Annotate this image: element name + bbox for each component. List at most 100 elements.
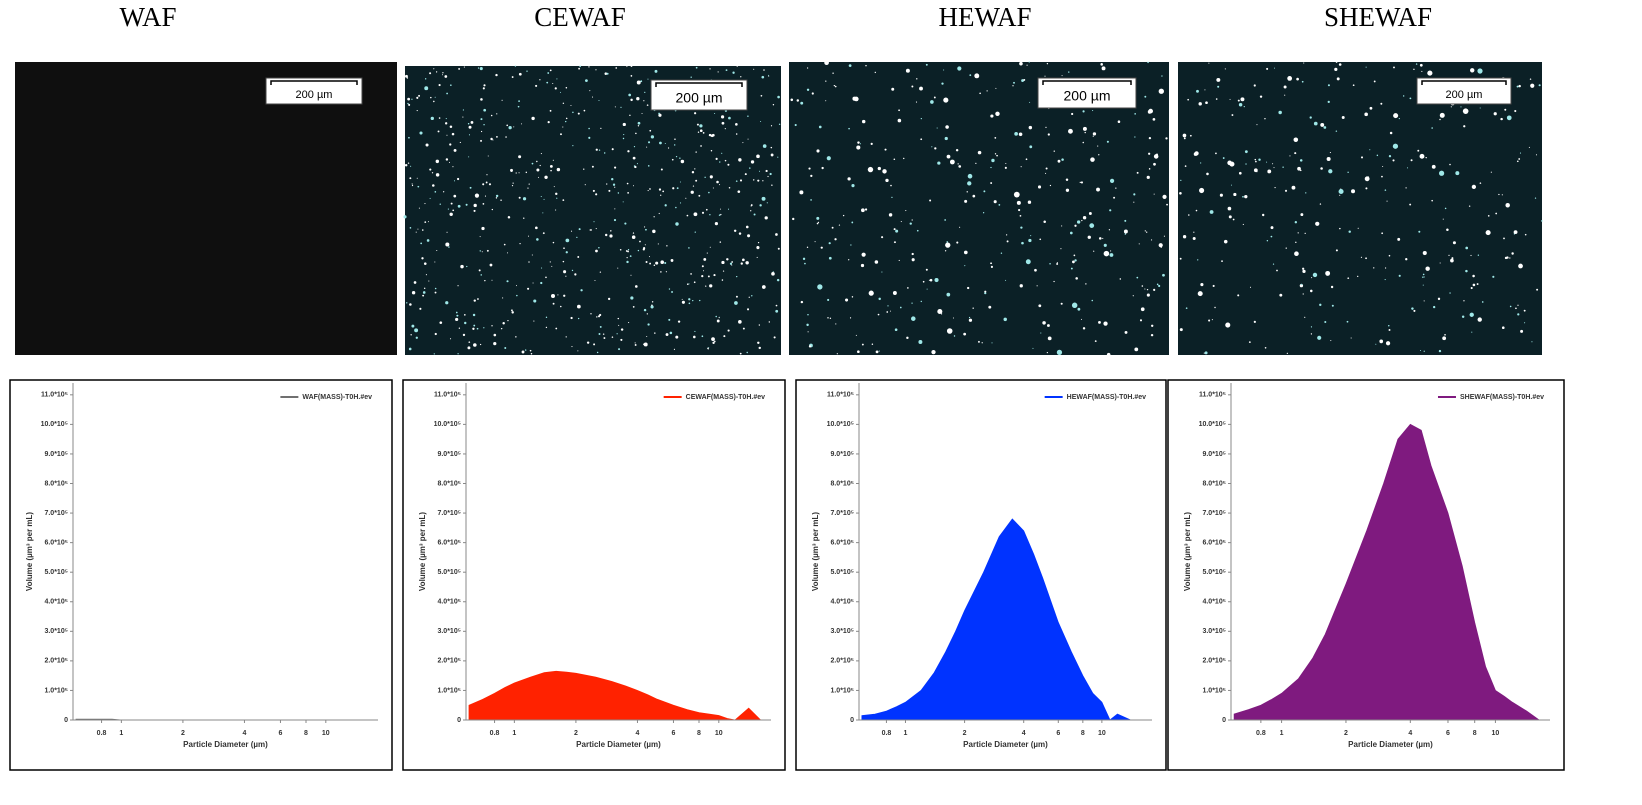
particle [765, 169, 768, 173]
particle [659, 141, 662, 145]
particle [552, 159, 554, 161]
particle [1160, 246, 1162, 248]
particle [451, 132, 455, 136]
particle [552, 302, 555, 305]
particle [1254, 158, 1257, 161]
y-tick-label: 3.0*10⁵ [44, 628, 68, 635]
particle [437, 130, 440, 133]
particle [523, 217, 525, 219]
particle [694, 231, 696, 233]
particle [578, 67, 581, 70]
particle [1505, 203, 1510, 208]
particle [1138, 243, 1140, 245]
particle [1471, 184, 1477, 190]
particle [1069, 231, 1073, 235]
particle [1045, 172, 1047, 174]
particle [503, 243, 506, 246]
particle [702, 132, 705, 134]
particle [946, 328, 953, 334]
particle [637, 249, 640, 252]
particle [1215, 152, 1217, 155]
particle [1315, 221, 1320, 226]
particle [479, 343, 482, 346]
particle [727, 329, 730, 332]
particle [721, 279, 724, 281]
particle [709, 284, 713, 288]
particle [710, 150, 713, 152]
particle [1420, 349, 1422, 351]
particle [1431, 164, 1436, 169]
particle [477, 67, 480, 69]
particle [1516, 160, 1519, 163]
particle [1425, 156, 1427, 159]
y-tick-label: 8.0*10⁵ [830, 480, 854, 487]
particle [825, 100, 827, 102]
particle [1294, 251, 1299, 257]
particle [421, 229, 424, 231]
particle [1084, 131, 1086, 134]
particle [1338, 63, 1342, 66]
particle [1367, 176, 1369, 178]
particle [1350, 337, 1352, 339]
particle [719, 161, 721, 163]
particle [1188, 214, 1190, 216]
particle [1310, 333, 1313, 335]
particle [905, 68, 910, 73]
particle [1183, 137, 1186, 140]
particle [1228, 215, 1232, 219]
particle [1193, 231, 1195, 233]
particle [1020, 226, 1023, 229]
particle [820, 246, 823, 249]
legend-label: CEWAF(MASS)-T0H.#ev [686, 394, 765, 401]
particle [595, 249, 598, 253]
legend-label: WAF(MASS)-T0H.#ev [302, 394, 372, 401]
particle [1182, 133, 1187, 138]
micrograph [1178, 62, 1542, 355]
particle [1538, 84, 1541, 87]
particle [658, 188, 662, 191]
particle [1465, 246, 1469, 250]
particle [895, 229, 899, 233]
particle [618, 348, 621, 351]
particle [614, 106, 616, 108]
particle [466, 265, 468, 268]
particle [607, 297, 611, 301]
particle [644, 91, 646, 93]
particle [766, 202, 768, 204]
particle [1381, 232, 1384, 235]
chart-frame [9, 379, 393, 771]
particle [1330, 285, 1334, 289]
particle [753, 68, 755, 70]
particle [673, 348, 676, 350]
particle [722, 270, 725, 272]
particle [1303, 62, 1305, 64]
particle [552, 241, 555, 244]
particle [694, 112, 697, 115]
particle [434, 261, 436, 263]
particle [1249, 286, 1252, 288]
particle [911, 302, 913, 304]
x-tick-label: 6 [279, 730, 283, 737]
particle [411, 184, 414, 187]
particle [1071, 302, 1078, 309]
particle [703, 270, 705, 272]
particle [1018, 132, 1023, 137]
particle [1500, 117, 1503, 121]
particle [493, 333, 497, 337]
particle [946, 292, 951, 297]
particle [925, 63, 928, 66]
particle [472, 327, 475, 330]
particle [465, 203, 468, 206]
particle [448, 161, 451, 163]
particle [614, 208, 616, 210]
particle [480, 98, 483, 101]
particle [1330, 340, 1332, 342]
particle [542, 212, 544, 214]
particle [761, 75, 765, 79]
particle [849, 317, 852, 319]
particle [634, 342, 636, 344]
particle [441, 74, 443, 76]
particle [734, 301, 738, 305]
particle [483, 327, 485, 329]
particle [1405, 187, 1407, 189]
